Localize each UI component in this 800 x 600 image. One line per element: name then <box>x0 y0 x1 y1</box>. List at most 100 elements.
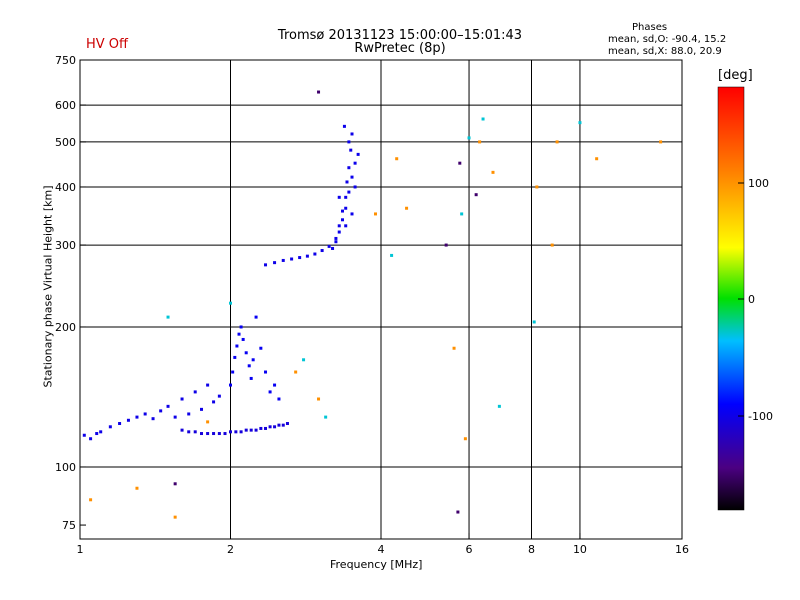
data-point <box>395 157 399 161</box>
data-point <box>264 426 268 430</box>
x-tick-label: 8 <box>528 543 535 556</box>
hv-status-label: HV Off <box>86 37 128 52</box>
data-point <box>217 432 221 436</box>
data-point <box>187 412 191 416</box>
data-point <box>251 358 255 362</box>
data-point <box>390 253 394 257</box>
data-point <box>229 430 232 434</box>
data-point <box>264 263 268 267</box>
data-point <box>229 383 232 387</box>
data-point <box>233 355 237 359</box>
data-point <box>313 252 317 256</box>
chart-title: Tromsø 20131123 15:00:00–15:01:43 <box>277 28 523 43</box>
data-point <box>474 193 478 197</box>
data-point <box>353 161 357 165</box>
data-point <box>187 430 191 434</box>
data-point <box>273 261 277 265</box>
data-point <box>264 370 268 374</box>
data-point <box>180 397 184 401</box>
data-point <box>166 404 170 408</box>
data-point <box>239 325 243 329</box>
data-point <box>595 157 599 161</box>
data-point <box>497 404 501 408</box>
data-point <box>337 195 341 199</box>
y-tick-label: 750 <box>55 54 76 67</box>
y-tick-label: 400 <box>55 181 76 194</box>
data-point <box>126 418 130 422</box>
data-point <box>206 420 210 424</box>
data-point <box>317 90 321 94</box>
y-tick-label: 100 <box>55 461 76 474</box>
data-point <box>444 243 448 247</box>
colorbar-tick-label: 0 <box>748 293 755 306</box>
data-point <box>294 370 298 374</box>
data-point <box>350 212 354 216</box>
data-point <box>234 430 238 434</box>
data-point <box>95 432 99 436</box>
data-point <box>237 332 241 336</box>
x-tick-label: 4 <box>378 543 385 556</box>
data-point <box>108 425 112 429</box>
data-point <box>89 498 93 502</box>
axis-ticks: 1 2 4 6 8 10 16 75 100 200 300 400 500 600 750 <box>55 54 689 556</box>
data-point <box>273 425 277 429</box>
data-point <box>405 206 409 210</box>
data-point <box>302 358 306 362</box>
data-point <box>239 430 243 434</box>
data-point <box>356 152 360 156</box>
data-point <box>327 244 331 248</box>
y-tick-label: 75 <box>62 519 76 532</box>
data-point <box>89 437 93 441</box>
data-point <box>334 236 338 240</box>
data-point <box>344 206 348 210</box>
data-point <box>555 140 559 144</box>
data-point <box>298 256 302 260</box>
data-point <box>290 257 294 261</box>
data-point <box>193 430 197 434</box>
data-point <box>285 422 289 426</box>
data-point <box>550 243 554 247</box>
data-points <box>82 90 663 519</box>
phase-o-stats: mean, sd,O: -90.4, 15.2 <box>608 34 727 45</box>
data-point <box>268 425 272 429</box>
data-point <box>229 301 232 305</box>
data-point <box>317 397 321 401</box>
data-point <box>491 170 495 174</box>
data-point <box>347 140 351 144</box>
data-point <box>135 486 139 490</box>
data-point <box>244 428 248 432</box>
data-point <box>235 344 239 348</box>
x-tick-label: 16 <box>675 543 689 556</box>
data-point <box>350 132 354 136</box>
data-point <box>173 415 177 419</box>
data-point <box>212 400 216 404</box>
data-point <box>374 212 378 216</box>
data-point <box>334 240 338 244</box>
colorbar-unit-label: [deg] <box>718 68 753 83</box>
data-point <box>350 175 354 179</box>
data-point <box>82 433 86 437</box>
data-point <box>337 230 341 234</box>
data-point <box>659 140 663 144</box>
data-point <box>217 394 221 398</box>
data-point <box>200 407 204 411</box>
y-tick-label: 300 <box>55 239 76 252</box>
data-point <box>349 148 353 152</box>
data-point <box>345 180 349 184</box>
y-tick-label: 500 <box>55 136 76 149</box>
chart-subtitle: RwPretec (8p) <box>354 41 446 56</box>
data-point <box>247 364 251 368</box>
data-point <box>458 161 462 165</box>
data-point <box>241 337 245 341</box>
colorbar-tick-label: -100 <box>748 410 773 423</box>
phase-heading: Phases <box>632 22 668 33</box>
data-point <box>180 428 184 432</box>
data-point <box>173 515 177 519</box>
data-point <box>532 320 536 324</box>
data-point <box>277 423 281 427</box>
data-point <box>212 432 216 436</box>
data-point <box>143 412 147 416</box>
data-point <box>159 409 163 413</box>
grid-lines <box>80 60 682 539</box>
